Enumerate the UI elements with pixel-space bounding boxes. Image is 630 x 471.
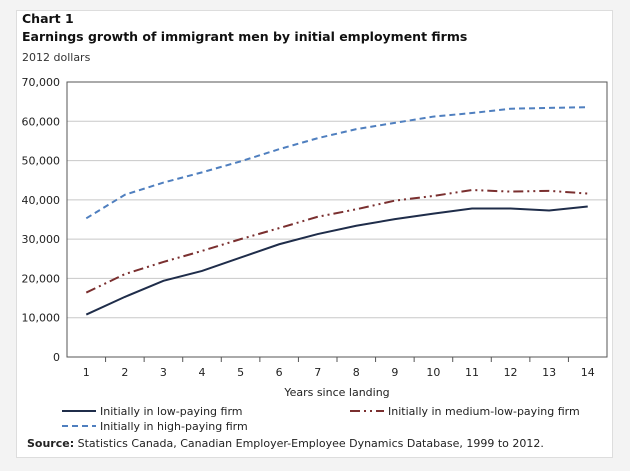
chart-title: Earnings growth of immigrant men by init… — [22, 29, 468, 44]
series-line-0 — [85, 205, 588, 316]
chart-label: Chart 1 — [22, 11, 74, 26]
x-tick-label: 6 — [276, 366, 283, 379]
y-tick-label: 50,000 — [22, 155, 61, 168]
x-tick-label: 11 — [465, 366, 479, 379]
x-tick-label: 3 — [160, 366, 167, 379]
y-tick-label: 30,000 — [22, 233, 61, 246]
x-tick-label: 7 — [314, 366, 321, 379]
x-tick-label: 9 — [391, 366, 398, 379]
x-tick-label: 2 — [121, 366, 128, 379]
legend-label: Initially in medium-low-paying firm — [388, 405, 580, 418]
x-tick-label: 12 — [504, 366, 518, 379]
x-tick-label: 10 — [426, 366, 440, 379]
y-tick-label: 20,000 — [22, 272, 61, 285]
series-line-2 — [85, 106, 588, 220]
y-tick-label: 70,000 — [22, 76, 61, 89]
y-tick-label: 10,000 — [22, 312, 61, 325]
x-tick-label: 4 — [199, 366, 206, 379]
y-tick-label: 0 — [53, 351, 60, 364]
y-tick-label: 60,000 — [22, 115, 61, 128]
source-note: Source: Statistics Canada, Canadian Empl… — [27, 437, 544, 450]
unit-label: 2012 dollars — [22, 51, 91, 64]
legend-label: Initially in low-paying firm — [100, 405, 243, 418]
x-tick-label: 5 — [237, 366, 244, 379]
x-tick-label: 13 — [542, 366, 556, 379]
source-text: Statistics Canada, Canadian Employer-Emp… — [74, 437, 544, 450]
plot-frame — [66, 81, 608, 358]
x-tick-label: 14 — [581, 366, 595, 379]
legend-label: Initially in high-paying firm — [100, 420, 248, 433]
x-tick-label: 8 — [353, 366, 360, 379]
x-tick-label: 1 — [83, 366, 90, 379]
series-line-1 — [85, 189, 588, 294]
source-label: Source: — [27, 437, 75, 450]
y-tick-label: 40,000 — [22, 194, 61, 207]
x-axis-title: Years since landing — [283, 386, 389, 399]
